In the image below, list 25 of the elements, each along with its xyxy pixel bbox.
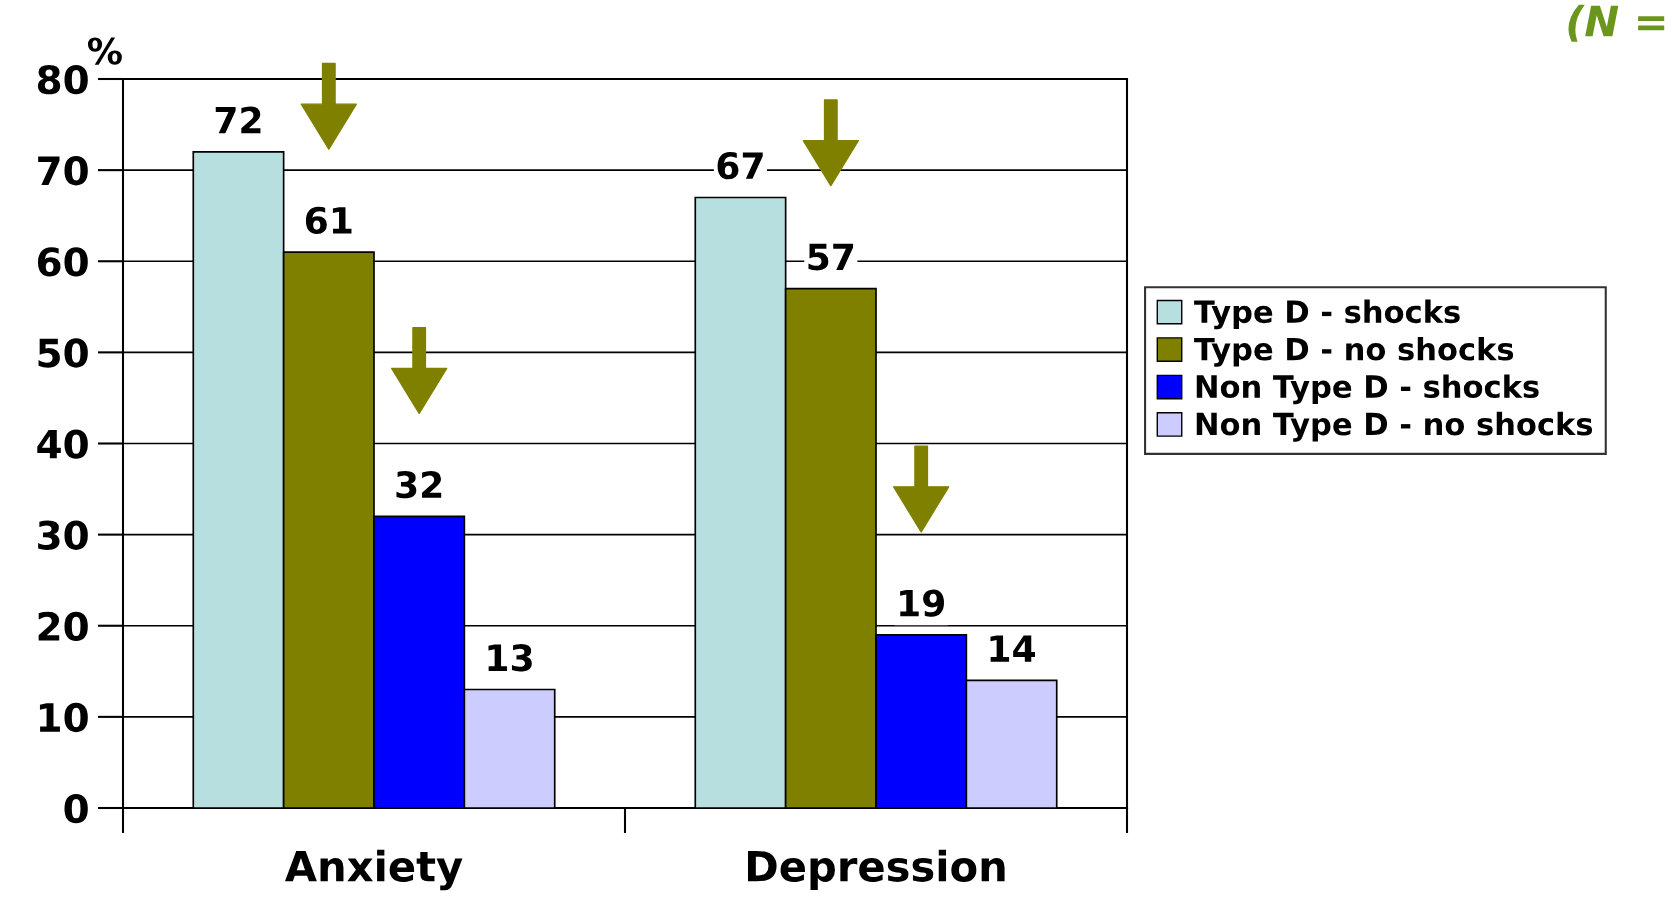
legend-label: Type D - no shocks (1194, 336, 1514, 367)
y-tick-label: 60 (37, 247, 88, 277)
y-tick-label: 80 (37, 64, 88, 95)
y-tick-label: 0 (64, 793, 88, 824)
text: (N = (1568, 4, 1665, 42)
x-tick-label: Depression (748, 849, 1005, 890)
y-tick-label: 50 (38, 338, 88, 368)
y-tick-label: 40 (37, 429, 88, 459)
legend-label: Non Type D - no shocks (1196, 411, 1593, 442)
y-axis-title: % (87, 37, 122, 65)
data-label: 57 (808, 243, 854, 271)
y-tick-label: 30 (38, 520, 88, 550)
data-label: 72 (215, 106, 261, 134)
y-tick-label: 70 (38, 156, 88, 186)
data-label: 14 (990, 635, 1036, 662)
y-tick-label: 10 (39, 702, 88, 733)
data-label: 19 (900, 589, 944, 617)
data-label: 61 (305, 206, 352, 235)
y-tick-label: 20 (38, 611, 88, 642)
data-label: 32 (396, 470, 442, 499)
x-tick-label: Anxiety (285, 849, 463, 891)
data-label: 13 (488, 644, 532, 672)
legend-label: Type D - shocks (1194, 299, 1460, 330)
data-label: 67 (717, 152, 763, 180)
legend-label: Non Type D - shocks (1196, 374, 1539, 405)
